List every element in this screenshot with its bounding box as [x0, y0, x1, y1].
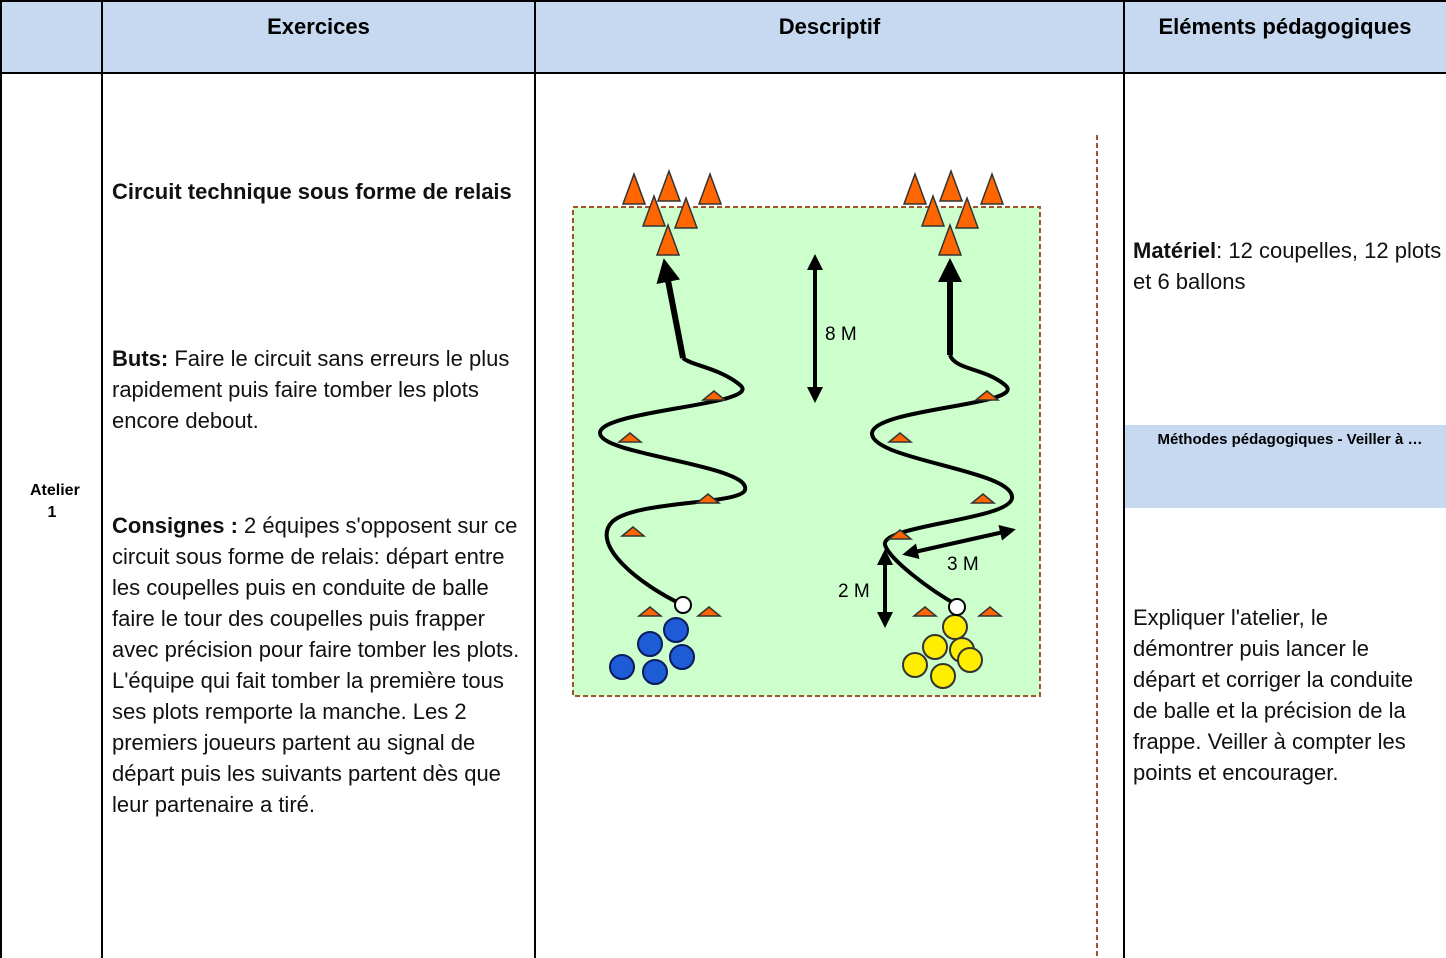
- distance-label: 2 M: [838, 581, 870, 602]
- distance-label: 3 M: [947, 554, 979, 575]
- instructions: Consignes : 2 équipes s'opposent sur ce …: [112, 510, 532, 820]
- border: [534, 0, 536, 958]
- border: [0, 0, 1446, 2]
- header-cell: Eléments pédagogiques: [1158, 14, 1412, 39]
- text: Faire le circuit sans erreurs le plus ra…: [112, 346, 510, 433]
- border: [0, 72, 1446, 74]
- label: Consignes :: [112, 513, 238, 538]
- border: [0, 0, 2, 958]
- methods-title: Méthodes pédagogiques - Veiller à …: [1157, 431, 1423, 448]
- exercise-title: Circuit technique sous forme de relais: [112, 179, 512, 204]
- border: [101, 0, 103, 958]
- header-cell: Descriptif: [778, 14, 881, 39]
- distance-label: 8 M: [825, 324, 857, 345]
- methods-box: [1125, 425, 1446, 508]
- text: 2 équipes s'opposent sur ce circuit sous…: [112, 513, 520, 817]
- label: Matériel: [1133, 238, 1217, 263]
- border: [1123, 0, 1125, 958]
- goals: Buts: Faire le circuit sans erreurs le p…: [112, 343, 532, 436]
- material: Matériel: 12 coupelles, 12 plots et 6 ba…: [1133, 235, 1446, 297]
- text: : 12 coupelles, 12 plots et 6 ballons: [1133, 238, 1442, 294]
- label: Buts:: [112, 346, 169, 371]
- header-cell: Exercices: [267, 14, 370, 39]
- methods-text: Expliquer l'atelier, le démontrer puis l…: [1133, 605, 1414, 785]
- header-row: [0, 0, 1446, 72]
- row-label: Atelier 1: [30, 482, 80, 521]
